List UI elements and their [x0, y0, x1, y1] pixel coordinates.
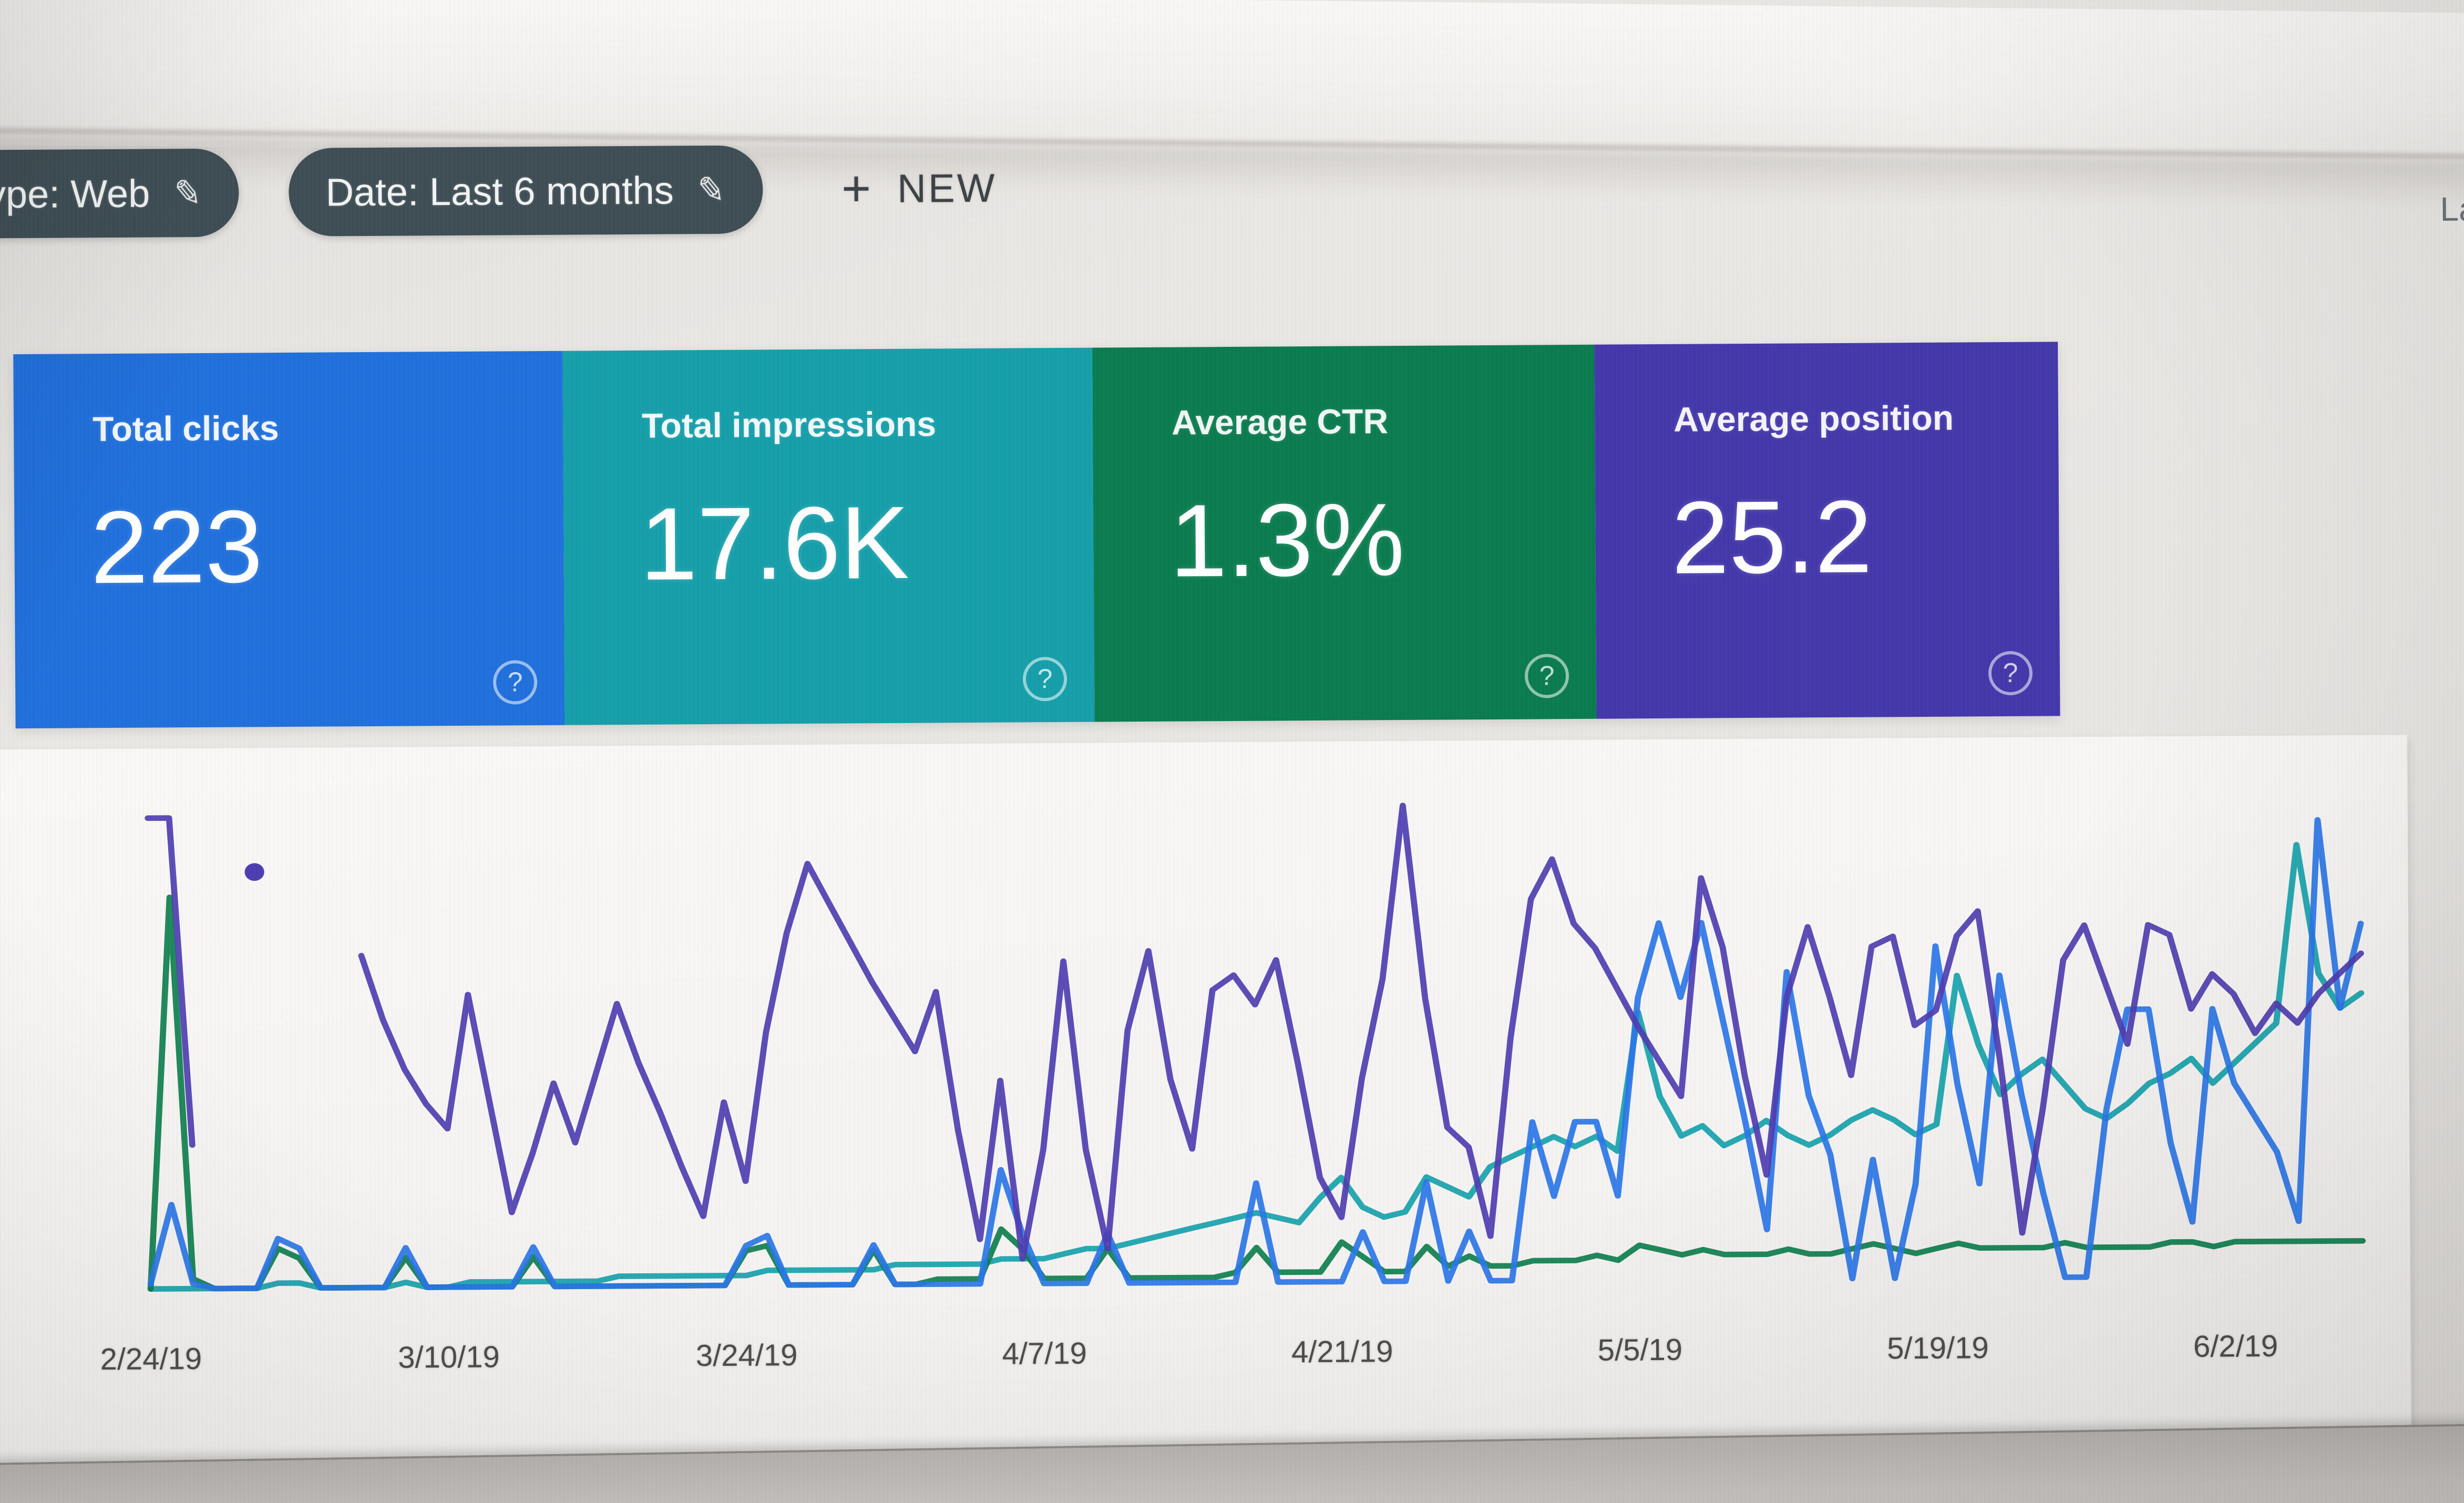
- filter-chip-search-type[interactable]: type: Web ✎: [0, 148, 240, 239]
- new-filter-button[interactable]: + NEW: [841, 160, 997, 217]
- x-tick-label: 6/2/19: [2193, 1329, 2278, 1364]
- help-icon[interactable]: ?: [1988, 651, 2033, 696]
- x-tick-label: 2/24/19: [100, 1341, 202, 1377]
- series-point-average-position: [244, 863, 264, 881]
- metric-card-average-position[interactable]: Average position 25.2 ?: [1594, 342, 2060, 719]
- x-tick-label: 5/19/19: [1887, 1331, 1989, 1366]
- series-line-average-position: [358, 802, 2364, 1262]
- new-filter-button-label: NEW: [897, 166, 997, 211]
- performance-line-chart[interactable]: [126, 766, 2384, 1336]
- series-line-clicks: [147, 817, 2364, 1292]
- plus-icon: +: [841, 160, 874, 217]
- metric-card-average-ctr[interactable]: Average CTR 1.3% ?: [1092, 344, 1597, 722]
- x-tick-label: 3/24/19: [695, 1338, 798, 1373]
- metric-cards-row: Total clicks 223 ? Total impressions 17.…: [13, 342, 2060, 729]
- x-axis: 2/24/19 3/10/19 3/24/19 4/7/19 4/21/19 5/5/19…: [100, 1328, 2385, 1389]
- performance-chart-panel: 2/24/19 3/10/19 3/24/19 4/7/19 4/21/19 5/5/19…: [0, 735, 2412, 1486]
- metric-value: 223: [90, 489, 263, 605]
- filter-chip-date-range-label: Date: Last 6 months: [325, 168, 674, 214]
- metric-label: Total clicks: [92, 408, 279, 449]
- x-tick-label: 4/7/19: [1002, 1336, 1087, 1371]
- help-icon[interactable]: ?: [1022, 656, 1067, 702]
- filter-bar: type: Web ✎ Date: Last 6 months ✎ + NEW: [0, 138, 997, 244]
- x-tick-label: 5/5/19: [1597, 1332, 1683, 1367]
- help-icon[interactable]: ?: [1524, 654, 1569, 698]
- metric-card-total-clicks[interactable]: Total clicks 223 ?: [13, 351, 565, 729]
- series-line-average-position: [145, 815, 196, 1148]
- metric-label: Total impressions: [641, 404, 937, 445]
- metric-value: 17.6K: [639, 485, 910, 602]
- metric-label: Average CTR: [1171, 402, 1389, 442]
- edit-pencil-icon[interactable]: ✎: [171, 172, 204, 214]
- help-icon[interactable]: ?: [492, 660, 538, 705]
- truncated-last-updated-text: La: [2440, 190, 2464, 228]
- x-tick-label: 3/10/19: [398, 1340, 500, 1375]
- filter-chip-date-range[interactable]: Date: Last 6 months ✎: [289, 145, 763, 236]
- metric-value: 25.2: [1671, 479, 1873, 595]
- edit-pencil-icon[interactable]: ✎: [695, 168, 728, 211]
- metric-card-total-impressions[interactable]: Total impressions 17.6K ?: [562, 347, 1095, 725]
- x-tick-label: 4/21/19: [1291, 1334, 1393, 1370]
- metric-value: 1.3%: [1169, 481, 1405, 599]
- metric-label: Average position: [1673, 398, 1954, 439]
- filter-chip-search-type-label: type: Web: [0, 171, 150, 217]
- series-line-ctr: [147, 894, 2366, 1292]
